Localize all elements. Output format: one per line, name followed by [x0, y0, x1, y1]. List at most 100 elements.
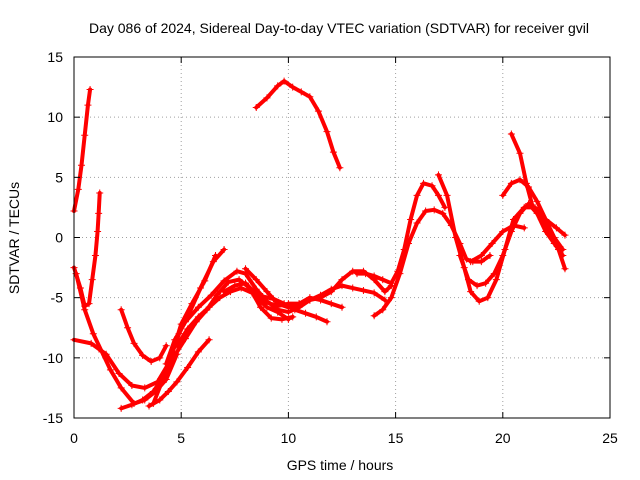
data-point	[173, 378, 181, 386]
data-point	[349, 267, 357, 275]
data-point	[462, 255, 470, 263]
data-point	[263, 288, 271, 296]
data-point	[252, 294, 260, 302]
data-point	[147, 357, 155, 365]
data-point	[537, 215, 545, 223]
series-arc-9	[162, 267, 395, 368]
data-point	[499, 227, 507, 235]
data-point	[117, 306, 125, 314]
data-point	[370, 272, 378, 280]
data-point	[486, 252, 494, 260]
data-point	[162, 360, 170, 368]
data-point	[164, 388, 172, 396]
data-point	[546, 227, 554, 235]
data-point	[81, 131, 89, 139]
data-point	[306, 294, 314, 302]
data-point	[452, 234, 460, 241]
y-tick-label: -10	[43, 350, 63, 366]
data-point	[95, 209, 103, 217]
x-axis-label: GPS time / hours	[287, 457, 394, 473]
series-line	[457, 201, 565, 288]
data-point	[87, 339, 95, 347]
series-line	[254, 79, 342, 170]
series-line	[119, 307, 169, 364]
data-point	[336, 164, 344, 172]
data-point	[117, 384, 125, 392]
data-point	[507, 130, 515, 138]
data-point	[329, 148, 337, 156]
data-point	[201, 277, 209, 285]
data-point	[327, 300, 335, 308]
series-arc-18	[456, 200, 567, 290]
data-point	[456, 252, 464, 260]
data-point	[188, 300, 196, 308]
data-point	[141, 384, 149, 392]
data-point	[194, 348, 202, 356]
data-point	[555, 246, 563, 254]
data-point	[96, 189, 104, 197]
data-point	[516, 149, 524, 157]
data-point	[231, 282, 239, 290]
data-point	[233, 267, 241, 275]
data-point	[78, 161, 86, 169]
data-point	[128, 382, 136, 390]
data-point	[149, 388, 157, 396]
data-point	[349, 284, 357, 292]
data-point	[379, 306, 387, 314]
data-point	[338, 303, 346, 311]
data-point	[381, 288, 389, 296]
data-point	[338, 276, 346, 284]
data-point	[482, 279, 490, 287]
data-point	[171, 336, 179, 344]
data-point	[407, 215, 415, 223]
data-point	[441, 203, 449, 211]
data-point	[173, 342, 181, 350]
data-point	[252, 104, 260, 112]
data-point	[149, 400, 157, 408]
data-point	[81, 306, 89, 314]
data-point	[499, 252, 507, 260]
series-arc-6	[117, 306, 170, 365]
data-point	[387, 279, 395, 287]
data-point	[295, 300, 303, 308]
data-point	[323, 128, 331, 136]
data-point	[353, 270, 361, 278]
data-point	[561, 265, 569, 273]
data-point	[86, 85, 94, 93]
data-point	[467, 258, 475, 266]
data-point	[85, 300, 93, 308]
data-point	[242, 279, 250, 287]
data-point	[280, 77, 288, 85]
x-tick-label: 25	[602, 430, 618, 446]
data-point	[115, 369, 123, 377]
data-point	[156, 396, 164, 404]
data-point	[194, 313, 202, 321]
y-tick-label: -5	[51, 290, 64, 306]
data-point	[561, 231, 569, 239]
data-point	[84, 101, 92, 109]
data-point	[552, 224, 560, 232]
data-point	[413, 219, 421, 227]
data-point	[327, 285, 335, 293]
series-arc-14	[252, 77, 344, 172]
data-point	[510, 221, 518, 229]
data-point	[396, 270, 404, 278]
series-arc-12	[242, 265, 346, 311]
data-point	[242, 265, 250, 273]
data-point	[379, 276, 387, 284]
data-point	[284, 315, 292, 323]
data-point	[370, 289, 378, 297]
data-point	[443, 191, 451, 199]
data-point	[289, 313, 297, 321]
data-point	[220, 288, 228, 296]
data-point	[370, 312, 378, 320]
data-point	[106, 366, 114, 374]
data-point	[484, 294, 492, 302]
x-tick-label: 15	[388, 430, 404, 446]
x-tick-label: 20	[495, 430, 511, 446]
data-point	[533, 197, 541, 205]
data-point	[522, 179, 530, 187]
data-point	[156, 354, 164, 362]
data-point	[205, 336, 213, 344]
